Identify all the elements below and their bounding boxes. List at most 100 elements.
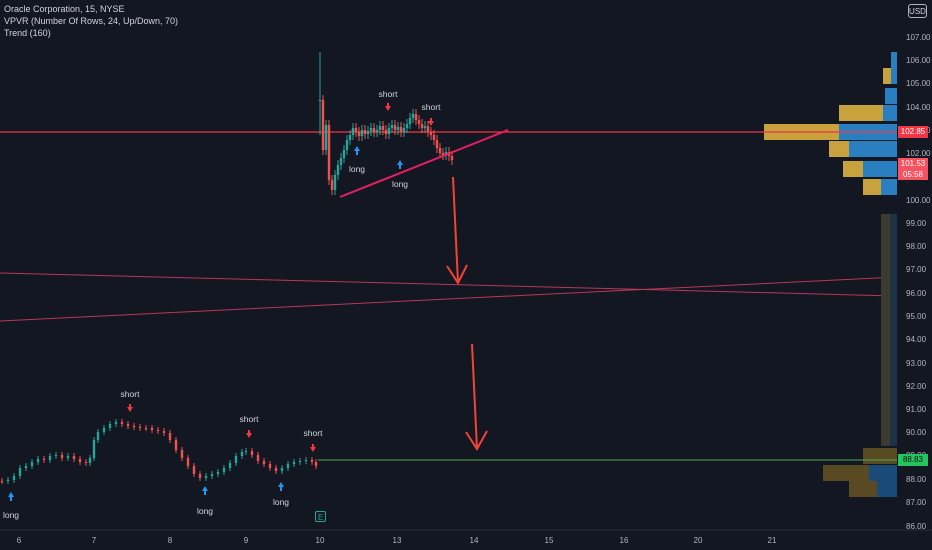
candle-body: [108, 424, 112, 428]
short-signal-label: short: [379, 89, 399, 99]
candle-body: [348, 135, 352, 140]
time-axis-label: 7: [92, 536, 97, 545]
short-signal-label: short: [304, 428, 324, 438]
vp-bar-down: [891, 52, 897, 68]
candle-body: [336, 165, 340, 175]
candle-body: [0, 481, 4, 482]
candle-body: [324, 125, 328, 150]
candle-body: [48, 456, 52, 460]
arrow-drawing-2[interactable]: [465, 343, 488, 451]
vp-bar-down: [881, 179, 897, 195]
price-axis-label: 107.00: [906, 33, 931, 42]
vp-bar-up: [863, 448, 897, 464]
candle-body: [286, 464, 290, 468]
candle-body: [30, 462, 34, 466]
vp-bar-up: [849, 481, 877, 497]
candle-body: [92, 440, 96, 458]
vpvr-indicator-label[interactable]: VPVR (Number Of Rows, 24, Up/Down, 70): [4, 16, 179, 26]
candle-body: [333, 175, 337, 190]
candle-body: [375, 130, 379, 132]
candle-body: [444, 152, 448, 155]
short-signal-label: short: [121, 389, 141, 399]
current-price-value: 101.53: [900, 159, 926, 168]
candle-body: [393, 125, 397, 130]
candle-body: [54, 455, 58, 456]
candle-body: [234, 456, 238, 463]
time-axis[interactable]: 6 7 8 9 10 13 14 15 16 20 21: [17, 536, 777, 545]
bar-countdown: 05:58: [902, 170, 924, 179]
price-axis-label: 95.00: [906, 312, 927, 321]
vp-bar-down: [877, 481, 897, 497]
vp-bar-down: [883, 105, 897, 121]
time-axis-label: 14: [470, 536, 479, 545]
time-axis-label: 9: [244, 536, 249, 545]
candle-body: [96, 432, 100, 440]
symbol-title[interactable]: Oracle Corporation, 15, NYSE: [4, 4, 125, 14]
candle-body: [450, 156, 454, 160]
price-axis-label: 105.00: [906, 79, 931, 88]
candle-body: [66, 456, 70, 458]
candle-body: [327, 125, 331, 180]
candlesticks: [0, 52, 454, 484]
arrow-up-icon: [202, 486, 208, 495]
candle-body: [204, 476, 208, 478]
vp-bar-down: [869, 465, 897, 481]
candle-body: [216, 472, 220, 474]
time-axis-label: 16: [620, 536, 629, 545]
trend-line-upper[interactable]: [0, 272, 898, 297]
vp-bar-down: [891, 68, 897, 84]
candle-body: [240, 452, 244, 456]
vp-bar-down: [863, 161, 897, 177]
arrow-drawing-1[interactable]: [446, 176, 468, 286]
candle-body: [6, 480, 10, 481]
vp-bar-up: [863, 179, 881, 195]
candle-body: [268, 464, 272, 468]
candle-body: [186, 458, 190, 466]
vp-bar-up: [829, 141, 849, 157]
candle-body: [298, 461, 302, 462]
price-axis-label: 94.00: [906, 335, 927, 344]
candle-body: [72, 456, 76, 459]
candle-body: [114, 422, 118, 424]
candle-body: [366, 131, 370, 134]
vp-bar-up: [881, 214, 890, 446]
candle-body: [84, 462, 88, 463]
volume-profile-lower: [823, 214, 897, 497]
candle-body: [441, 153, 445, 155]
vp-bar-down: [885, 88, 897, 104]
price-axis-label: 99.00: [906, 219, 927, 228]
arrow-up-icon: [8, 492, 14, 501]
candle-body: [162, 431, 166, 433]
long-signal-label: long: [392, 179, 408, 189]
price-axis-label: 93.00: [906, 359, 927, 368]
candle-body: [372, 128, 376, 132]
candle-body: [88, 458, 92, 463]
chart-legend: Oracle Corporation, 15, NYSE VPVR (Numbe…: [4, 3, 178, 39]
candle-body: [36, 459, 40, 462]
volume-profile-upper: [764, 52, 897, 195]
candle-body: [132, 426, 136, 427]
trend-indicator-label[interactable]: Trend (160): [4, 28, 51, 38]
arrow-up-icon: [278, 482, 284, 491]
earnings-icon[interactable]: E: [315, 511, 326, 522]
currency-button[interactable]: USD: [908, 4, 927, 18]
arrow-down-icon: [246, 430, 252, 438]
trend-line-lower[interactable]: [0, 276, 898, 322]
pink-trend-line[interactable]: [339, 129, 509, 198]
candle-body: [250, 451, 254, 455]
price-axis-label: 97.00: [906, 265, 927, 274]
candle-body: [314, 462, 318, 466]
current-price-tag: 101.53 05:58: [898, 158, 928, 180]
price-axis-label: 87.00: [906, 498, 927, 507]
price-axis-label: 102.00: [906, 149, 931, 158]
long-signal-label: long: [3, 510, 19, 520]
candle-body: [262, 461, 266, 464]
candle-body: [321, 100, 325, 150]
green-line-price-tag: 88.83: [898, 454, 928, 466]
candle-body: [414, 114, 418, 120]
candle-body: [280, 468, 284, 471]
candle-body: [357, 132, 361, 136]
red-line-price-tag: 102.85: [898, 126, 928, 138]
candle-body: [405, 124, 409, 128]
